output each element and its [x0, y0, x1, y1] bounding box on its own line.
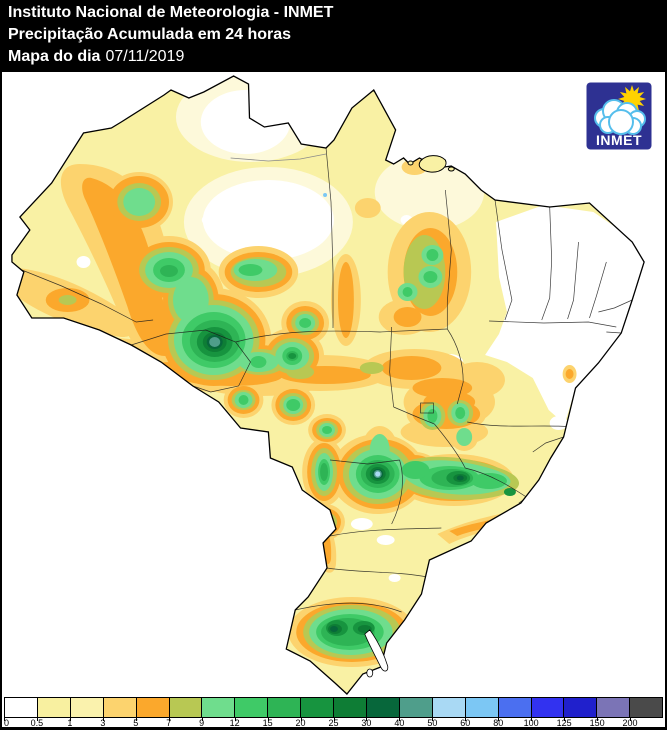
colorbar-tick [102, 717, 104, 721]
colorbar-tick [630, 717, 632, 721]
colorbar-segment [497, 698, 531, 717]
colorbar-segment [102, 698, 136, 717]
colorbar-tick [300, 717, 302, 721]
roraima-border [230, 153, 327, 162]
colorbar-label: 100 [523, 718, 539, 728]
colorbar-segment [267, 698, 301, 717]
colorbar-labels: 0 0.5 1 3 5 7 9 12 15 20 25 30 40 50 60 80 100 125 150 200 [2, 717, 665, 728]
colorbar-tick [498, 717, 500, 721]
map-day-date: 07/11/2019 [105, 48, 185, 65]
colorbar-segment [530, 698, 564, 717]
colorbar-label: 80 [493, 718, 504, 728]
colorbar-tick [564, 717, 566, 721]
colorbar-tick [201, 717, 203, 721]
colorbar-tick [597, 717, 599, 721]
map-date-line: Mapa do dia 07/11/2019 [8, 46, 665, 68]
brazil-precipitation-map [11, 75, 645, 695]
colorbar-tick [267, 717, 269, 721]
marajo-island [407, 155, 455, 173]
colorbar-segment [596, 698, 630, 717]
colorbar-segment [365, 698, 399, 717]
colorbar-tick [465, 717, 467, 721]
colorbar-tick [531, 717, 533, 721]
page-subtitle: Precipitação Acumulada em 24 horas [8, 26, 292, 43]
colorbar-label: 1 [67, 718, 73, 728]
colorbar-label: 150 [589, 718, 605, 728]
colorbar-segment [563, 698, 597, 717]
logo-text: INMET [596, 132, 642, 148]
colorbar-swatches [4, 697, 663, 718]
colorbar-segment [333, 698, 366, 717]
bottom-strip [2, 727, 665, 730]
colorbar-tick [366, 717, 368, 721]
inmet-logo: INMET [586, 82, 652, 150]
header: Instituto Nacional de Meteorologia - INM… [2, 0, 665, 72]
colorbar-label: 60 [460, 718, 471, 728]
colorbar-label: 25 [328, 718, 339, 728]
legend: 0 0.5 1 3 5 7 9 12 15 20 25 30 40 50 60 80 100 125 150 200 [2, 695, 665, 730]
colorbar-segment [300, 698, 334, 717]
colorbar-segment [201, 698, 235, 717]
colorbar-label: 15 [262, 718, 273, 728]
colorbar-label: 0 [4, 718, 10, 728]
colorbar-segment [398, 698, 432, 717]
colorbar-segment [5, 698, 37, 717]
colorbar-segment [464, 698, 498, 717]
colorbar-label: 200 [622, 718, 638, 728]
colorbar-segment [234, 698, 268, 717]
colorbar-tick [168, 717, 170, 721]
colorbar-segment [69, 698, 103, 717]
brazil-outline [11, 75, 645, 695]
colorbar-tick [69, 717, 71, 721]
colorbar-tick [135, 717, 137, 721]
colorbar-label: 12 [229, 718, 240, 728]
colorbar-tick [333, 717, 335, 721]
map-day-label: Mapa do dia [8, 48, 101, 65]
colorbar-segment [431, 698, 465, 717]
distrito-federal-border [420, 402, 434, 414]
colorbar-label: 3 [100, 718, 106, 728]
colorbar-label: 7 [166, 718, 172, 728]
colorbar-label: 50 [427, 718, 438, 728]
cloud-icon [594, 99, 646, 135]
colorbar-label: 5 [133, 718, 139, 728]
colorbar-segment [36, 698, 70, 717]
colorbar-segment [629, 698, 663, 717]
colorbar-tick [234, 717, 236, 721]
colorbar-tick [399, 717, 401, 721]
colorbar-label: 125 [556, 718, 572, 728]
colorbar-tick [432, 717, 434, 721]
precipitation-contours [11, 76, 645, 694]
patos-lagoon [364, 629, 389, 678]
colorbar-label: 9 [199, 718, 205, 728]
colorbar-label: 0.5 [30, 718, 44, 728]
colorbar-label: 20 [295, 718, 306, 728]
map-area: INMET [2, 72, 665, 695]
colorbar-label: 40 [394, 718, 405, 728]
colorbar-segment [168, 698, 202, 717]
page-title: Instituto Nacional de Meteorologia - INM… [8, 4, 334, 21]
colorbar-tick [36, 717, 38, 721]
colorbar-label: 30 [361, 718, 372, 728]
colorbar-tick [4, 717, 5, 721]
colorbar-segment [135, 698, 169, 717]
